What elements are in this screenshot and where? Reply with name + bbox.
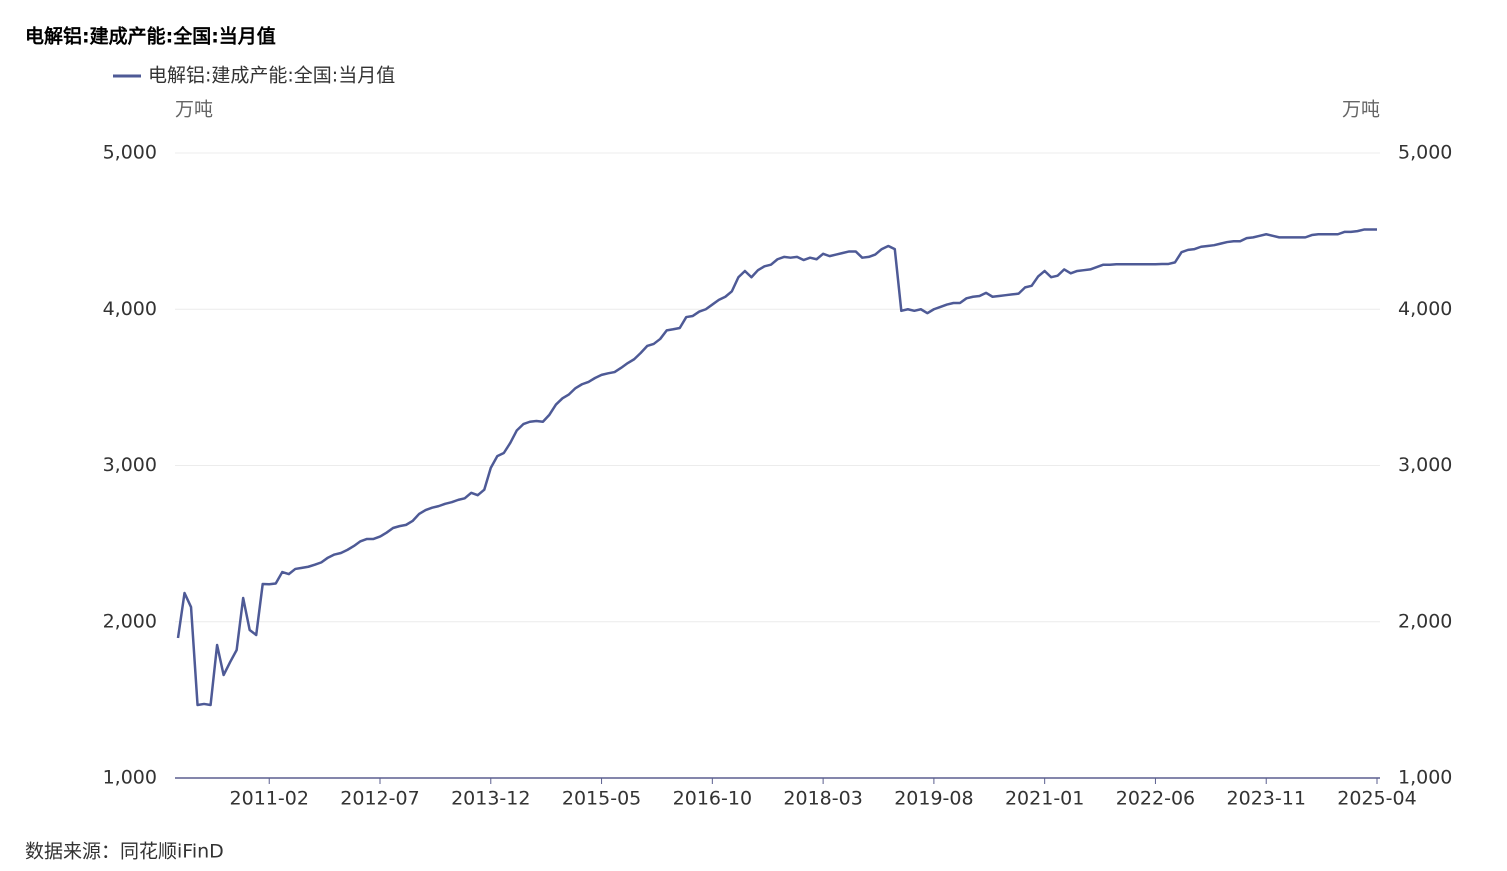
x-tick-label: 2018-03	[783, 788, 862, 810]
y2-tick-label: 5,000	[1398, 142, 1452, 164]
x-tick-label: 2012-07	[340, 788, 419, 810]
x-tick-label: 2022-06	[1116, 788, 1195, 810]
y2-axis-unit: 万吨	[1342, 99, 1380, 121]
y-tick-label: 5,000	[103, 142, 157, 164]
legend-label: 电解铝:建成产能:全国:当月值	[148, 65, 395, 87]
y-tick-label: 2,000	[103, 610, 157, 632]
x-tick-label: 2023-11	[1227, 788, 1306, 810]
x-tick-label: 2011-02	[230, 788, 309, 810]
y2-tick-label: 2,000	[1398, 610, 1452, 632]
x-tick-label: 2025-04	[1337, 788, 1416, 810]
x-tick-label: 2019-08	[894, 788, 973, 810]
x-tick-label: 2016-10	[673, 788, 752, 810]
x-tick-label: 2021-01	[1005, 788, 1084, 810]
y2-tick-label: 1,000	[1398, 767, 1452, 789]
y-tick-label: 1,000	[103, 767, 157, 789]
y-tick-label: 4,000	[103, 298, 157, 320]
chart-title: 电解铝:建成产能:全国:当月值	[25, 25, 276, 48]
x-tick-label: 2013-12	[451, 788, 530, 810]
y2-tick-label: 3,000	[1398, 454, 1452, 476]
source-note: 数据来源：同花顺iFinD	[25, 841, 224, 863]
x-tick-label: 2015-05	[562, 788, 641, 810]
y-tick-label: 3,000	[103, 454, 157, 476]
series-line	[176, 228, 1377, 707]
y-axis-unit: 万吨	[175, 99, 213, 121]
y2-tick-label: 4,000	[1398, 298, 1452, 320]
